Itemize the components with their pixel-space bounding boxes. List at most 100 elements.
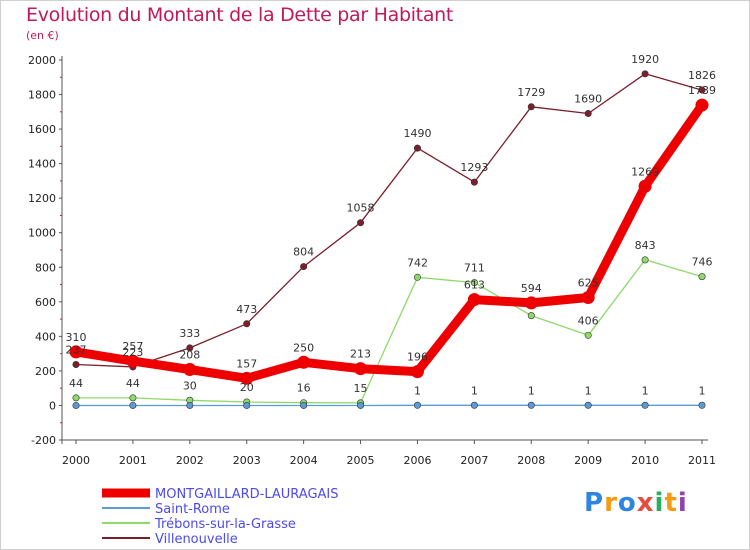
series-1-point [186, 401, 194, 409]
x-tick-label: 2006 [403, 454, 431, 467]
series-3-data-label: 1490 [403, 127, 431, 140]
series-3-point [186, 344, 194, 352]
proxiti-logo: Proxiti [584, 488, 688, 518]
series-3-data-label: 1826 [688, 69, 716, 82]
series-3-point [72, 361, 80, 369]
y-tick-label: 600 [35, 296, 56, 309]
series-0-data-label: 625 [578, 277, 599, 290]
series-0-point [354, 362, 368, 376]
series-2-data-label: 16 [297, 382, 311, 395]
series-2-point [129, 394, 137, 402]
series-line-3 [75, 73, 703, 368]
series-2-data-label: 711 [464, 262, 485, 275]
series-3-point [470, 178, 478, 186]
series-1-point [300, 401, 308, 409]
series-3-data-label: 804 [293, 246, 314, 259]
y-tick-label: 400 [35, 330, 56, 343]
series-0-data-label: 613 [464, 279, 485, 292]
y-tick-label: 1800 [28, 89, 56, 102]
legend-entry-2: Trébons-sur-la-Grasse [154, 517, 296, 532]
series-1-point [243, 401, 251, 409]
series-3-point [243, 320, 251, 328]
series-2-data-label: 746 [692, 256, 713, 269]
series-0-point [581, 291, 595, 304]
series-3-point [300, 263, 308, 271]
series-2-data-label: 742 [407, 256, 428, 269]
series-0-data-label: 196 [407, 351, 428, 364]
series-0-data-label: 594 [521, 282, 542, 295]
series-0-point [69, 345, 83, 359]
series-1-data-label: 1 [528, 384, 535, 397]
series-0-point [695, 98, 709, 112]
series-2-point [698, 273, 706, 281]
series-2-data-label: 44 [69, 377, 83, 390]
y-tick-label: 200 [35, 365, 56, 378]
series-3-data-label: 237 [66, 344, 87, 357]
x-tick-label: 2008 [517, 454, 545, 467]
series-1-data-label: 1 [471, 384, 478, 397]
series-1-data-label: 1 [699, 384, 706, 397]
series-0-data-label: 213 [350, 348, 371, 361]
legend-entry-3: Villenouvelle [155, 532, 238, 547]
series-1-point [357, 401, 365, 409]
series-3-data-label: 1920 [631, 53, 659, 66]
series-2-data-label: 20 [240, 381, 254, 394]
series-0-point [410, 365, 424, 379]
y-tick-label: 1600 [28, 123, 56, 136]
series-0-data-label: 1269 [631, 165, 659, 178]
series-1-point [641, 401, 649, 409]
legend-entry-1: Saint-Rome [155, 502, 230, 517]
y-tick-label: 800 [35, 261, 56, 274]
series-0-point [524, 296, 538, 310]
series-3-data-label: 223 [122, 346, 143, 359]
series-2-point [527, 312, 535, 320]
x-tick-label: 2004 [290, 454, 318, 467]
series-0-point [638, 179, 652, 193]
x-tick-label: 2002 [176, 454, 204, 467]
series-line-2 [75, 259, 703, 404]
series-0-data-label: 157 [236, 357, 257, 370]
series-0-data-label: 208 [179, 349, 200, 362]
series-1-data-label: 1 [642, 384, 649, 397]
series-3-point [584, 110, 592, 118]
x-tick-label: 2003 [233, 454, 261, 467]
series-2-data-label: 843 [635, 239, 656, 252]
series-3-point [698, 86, 706, 94]
series-2-data-label: 44 [126, 377, 140, 390]
series-1-point [527, 401, 535, 409]
series-0-point [240, 371, 254, 385]
series-1-point [698, 401, 706, 409]
y-tick-label: 1000 [28, 227, 56, 240]
series-0-point [183, 363, 197, 377]
series-3-data-label: 333 [179, 327, 200, 340]
y-tick-label: 0 [49, 399, 56, 412]
series-3-point [641, 70, 649, 78]
series-3-point [413, 144, 421, 152]
x-tick-label: 2010 [631, 454, 659, 467]
series-1-point [584, 401, 592, 409]
series-0-data-label: 1739 [688, 84, 716, 97]
x-tick-label: 2007 [460, 454, 488, 467]
x-tick-label: 2011 [688, 454, 716, 467]
series-0-point [467, 293, 481, 307]
y-tick-label: 2000 [28, 54, 56, 67]
series-2-point [584, 331, 592, 339]
y-tick-label: 1200 [28, 192, 56, 205]
series-1-point [72, 401, 80, 409]
chart-title: Evolution du Montant de la Dette par Hab… [26, 4, 454, 26]
y-tick-label: -200 [31, 434, 56, 447]
series-1-point [413, 401, 421, 409]
legend-entry-0: MONTGAILLARD-LAURAGAIS [155, 487, 339, 502]
x-tick-label: 2009 [574, 454, 602, 467]
series-3-data-label: 1058 [347, 202, 375, 215]
series-0-data-label: 250 [293, 341, 314, 354]
series-1-point [129, 401, 137, 409]
series-2-data-label: 406 [578, 314, 599, 327]
series-2-data-label: 30 [183, 379, 197, 392]
x-tick-label: 2005 [347, 454, 375, 467]
chart-subtitle: (en €) [26, 29, 59, 42]
series-2-point [641, 256, 649, 264]
series-3-point [357, 219, 365, 227]
